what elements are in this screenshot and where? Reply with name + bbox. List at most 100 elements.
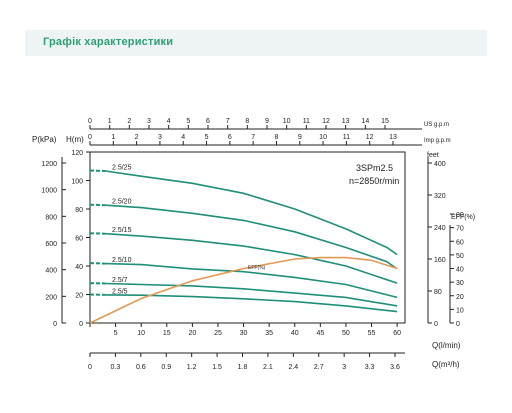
curve-dash-2-5-10 bbox=[89, 262, 106, 265]
imp-gpm-axis-label: Imp g.p.m bbox=[424, 138, 451, 144]
h-axis-tick-label: 80 bbox=[75, 207, 83, 214]
q-m3h-axis-label: Q(m³/h) bbox=[432, 360, 460, 369]
q-lmin-axis-label: Q(l/min) bbox=[432, 341, 461, 350]
q-m3h-tick-label: 0.6 bbox=[136, 364, 146, 371]
curve-label-2-5-7: 2.5/7 bbox=[112, 277, 128, 284]
eff-axis-tick-label: 10 bbox=[456, 307, 464, 314]
imp-gpm-tick-label: 9 bbox=[298, 134, 302, 141]
us-gpm-tick-label: 8 bbox=[245, 118, 249, 125]
chart-header-bar: Графік характеристики bbox=[25, 30, 487, 56]
p-axis-tick-label: 1200 bbox=[41, 161, 57, 168]
curve-label-2-5-15: 2.5/15 bbox=[112, 227, 132, 234]
imp-gpm-tick-label: 13 bbox=[389, 134, 397, 141]
us-gpm-tick-label: 10 bbox=[283, 118, 291, 125]
q-m3h-tick-label: 3.3 bbox=[365, 364, 375, 371]
imp-gpm-tick-label: 0 bbox=[88, 134, 92, 141]
eff-axis-tick-label: 70 bbox=[456, 226, 464, 233]
h-axis-tick-label: 100 bbox=[71, 179, 83, 186]
imp-gpm-tick-label: 5 bbox=[205, 134, 209, 141]
p-axis-label: P(kPa) bbox=[32, 135, 57, 144]
imp-gpm-tick-label: 10 bbox=[319, 134, 327, 141]
q-m3h-tick-label: 0.3 bbox=[111, 364, 121, 371]
us-gpm-tick-label: 14 bbox=[361, 118, 369, 125]
q-lmin-tick-label: 35 bbox=[265, 330, 273, 337]
model-label: 3SPm2.5 bbox=[356, 163, 393, 173]
q-m3h-tick-label: 0.9 bbox=[161, 364, 171, 371]
q-lmin-tick-label: 15 bbox=[163, 330, 171, 337]
eff-axis-tick-label: 40 bbox=[456, 267, 464, 274]
us-gpm-tick-label: 11 bbox=[303, 118, 310, 125]
eff-axis-tick-label: 0 bbox=[456, 321, 460, 328]
q-m3h-tick-label: 1.5 bbox=[212, 364, 222, 371]
q-m3h-tick-label: 0 bbox=[88, 364, 92, 371]
q-m3h-tick-label: 3.6 bbox=[390, 364, 400, 371]
us-gpm-tick-label: 0 bbox=[88, 118, 92, 125]
us-gpm-tick-label: 1 bbox=[108, 118, 112, 125]
q-lmin-tick-label: 40 bbox=[291, 330, 299, 337]
curve-2-5-25 bbox=[105, 170, 398, 256]
eff-axis-tick-label: 30 bbox=[456, 280, 464, 287]
h-axis-label: H(m) bbox=[66, 135, 84, 144]
q-lmin-tick-label: 5 bbox=[114, 330, 118, 337]
p-axis-tick-label: 1000 bbox=[41, 188, 57, 195]
curve-dash-2-5-15 bbox=[89, 232, 106, 235]
us-gpm-tick-label: 5 bbox=[186, 118, 190, 125]
us-gpm-tick-label: 9 bbox=[265, 118, 269, 125]
curve-2-5-10 bbox=[105, 262, 398, 299]
imp-gpm-tick-label: 11 bbox=[343, 134, 350, 141]
curve-label-2-5-20: 2.5/20 bbox=[112, 199, 132, 206]
feet-axis-label: feet bbox=[427, 152, 439, 159]
p-axis-tick-label: 600 bbox=[45, 241, 57, 248]
us-gpm-tick-label: 15 bbox=[381, 118, 389, 125]
eff-axis-tick-label: 50 bbox=[456, 253, 464, 260]
p-axis-tick-label: 200 bbox=[45, 294, 57, 301]
feet-axis-tick-label: 400 bbox=[434, 161, 446, 168]
q-m3h-tick-label: 1.8 bbox=[238, 364, 248, 371]
curve-2-5-20 bbox=[105, 204, 398, 270]
curve-label-2-5-10: 2.5/10 bbox=[112, 257, 132, 264]
us-gpm-tick-label: 2 bbox=[127, 118, 131, 125]
curve-2-5-7 bbox=[105, 282, 398, 307]
us-gpm-axis-label: US g.p.m bbox=[424, 122, 449, 128]
us-gpm-tick-label: 4 bbox=[167, 118, 171, 125]
imp-gpm-tick-label: 4 bbox=[181, 134, 185, 141]
imp-gpm-tick-label: 3 bbox=[158, 134, 162, 141]
curve-dash-2-5-25 bbox=[89, 169, 106, 172]
eff-axis-tick-label: 80 bbox=[456, 212, 464, 219]
imp-gpm-tick-label: 12 bbox=[366, 134, 374, 141]
curve-2-5-5 bbox=[105, 294, 398, 313]
imp-gpm-tick-label: 8 bbox=[275, 134, 279, 141]
curve-2-5-15 bbox=[105, 232, 398, 284]
q-m3h-tick-label: 1.2 bbox=[187, 364, 197, 371]
feet-axis-tick-label: 0 bbox=[434, 321, 438, 328]
q-lmin-tick-label: 30 bbox=[240, 330, 248, 337]
us-gpm-tick-label: 6 bbox=[206, 118, 210, 125]
q-m3h-tick-label: 3 bbox=[342, 364, 346, 371]
us-gpm-tick-label: 7 bbox=[226, 118, 230, 125]
us-gpm-tick-label: 3 bbox=[147, 118, 151, 125]
q-lmin-tick-label: 60 bbox=[393, 330, 401, 337]
chart-header-title: Графік характеристики bbox=[43, 36, 174, 48]
h-axis-tick-label: 0 bbox=[79, 321, 83, 328]
q-lmin-tick-label: 50 bbox=[342, 330, 350, 337]
eff-axis-label: EFF(%) bbox=[451, 214, 475, 221]
us-gpm-tick-label: 12 bbox=[322, 118, 330, 125]
q-lmin-tick-label: 55 bbox=[368, 330, 376, 337]
q-m3h-tick-label: 2.4 bbox=[288, 364, 298, 371]
q-m3h-tick-label: 2.7 bbox=[314, 364, 324, 371]
q-lmin-tick-label: 10 bbox=[137, 330, 145, 337]
eff-axis-tick-label: 60 bbox=[456, 239, 464, 246]
speed-label: n=2850r/min bbox=[349, 176, 399, 186]
q-lmin-tick-label: 25 bbox=[214, 330, 222, 337]
us-gpm-tick-label: 13 bbox=[342, 118, 350, 125]
h-axis-tick-label: 20 bbox=[75, 293, 83, 300]
q-lmin-tick-label: 45 bbox=[316, 330, 324, 337]
imp-gpm-tick-label: 2 bbox=[135, 134, 139, 141]
p-axis-tick-label: 800 bbox=[45, 214, 57, 221]
q-m3h-tick-label: 2.1 bbox=[263, 364, 273, 371]
imp-gpm-tick-label: 6 bbox=[228, 134, 232, 141]
imp-gpm-tick-label: 1 bbox=[111, 134, 115, 141]
efficiency-curve-label: EFF(%) bbox=[248, 265, 266, 271]
curve-dash-2-5-20 bbox=[89, 203, 106, 207]
